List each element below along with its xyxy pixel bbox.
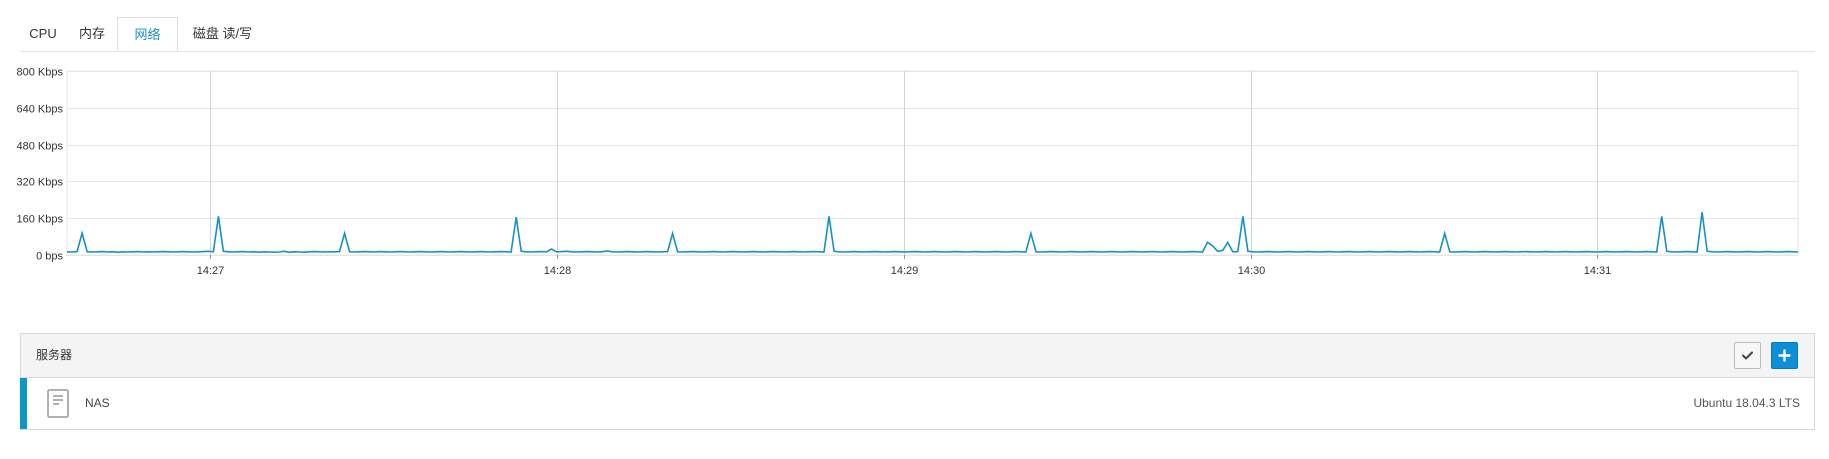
y-tick-label: 320 Kbps (17, 177, 64, 189)
x-tick-label: 14:31 (1584, 265, 1612, 277)
y-tick-label: 160 Kbps (17, 214, 64, 226)
x-tick-label: 14:28 (544, 265, 572, 277)
y-tick-label: 800 Kbps (17, 67, 64, 79)
server-name: NAS (85, 396, 110, 410)
x-axis: 14:27 14:28 14:29 14:30 14:31 (197, 255, 1612, 277)
servers-panel-title: 服务器 (36, 348, 73, 362)
chart-grid (66, 70, 1799, 256)
check-icon (1742, 351, 1753, 360)
network-chart: 0 bps 160 Kbps 320 Kbps 480 Kbps 640 Kbps 800… (17, 67, 1799, 277)
server-row[interactable]: NAS Ubuntu 18.04.3 LTS (20, 378, 1814, 429)
chart-frame (66, 70, 1799, 256)
servers-panel-header: 服务器 (21, 334, 1814, 378)
row-accent-bar (20, 378, 27, 429)
tab-disk-io[interactable]: 磁盘 读/写 (192, 26, 253, 41)
server-icon (47, 389, 69, 423)
add-server-button[interactable] (1771, 342, 1798, 369)
metric-tabs: CPU 内存 网络 磁盘 读/写 (20, 17, 1815, 52)
servers-panel: 服务器 NAS Ubuntu 18.04.3 LTS (20, 333, 1815, 430)
y-tick-label: 0 bps (36, 251, 63, 263)
tab-cpu[interactable]: CPU (29, 26, 57, 41)
y-axis: 0 bps 160 Kbps 320 Kbps 480 Kbps 640 Kbps 800… (17, 67, 64, 263)
x-tick-label: 14:30 (1238, 265, 1266, 277)
tab-memory[interactable]: 内存 (78, 26, 105, 41)
y-tick-label: 480 Kbps (17, 141, 64, 153)
server-os: Ubuntu 18.04.3 LTS (1693, 396, 1800, 410)
plus-icon (1778, 349, 1791, 362)
series-line-network (66, 212, 1799, 254)
x-tick-label: 14:27 (197, 265, 225, 277)
y-tick-label: 640 Kbps (17, 104, 64, 116)
tab-network[interactable]: 网络 (117, 17, 178, 51)
x-tick-label: 14:29 (891, 265, 919, 277)
confirm-button[interactable] (1734, 342, 1761, 369)
